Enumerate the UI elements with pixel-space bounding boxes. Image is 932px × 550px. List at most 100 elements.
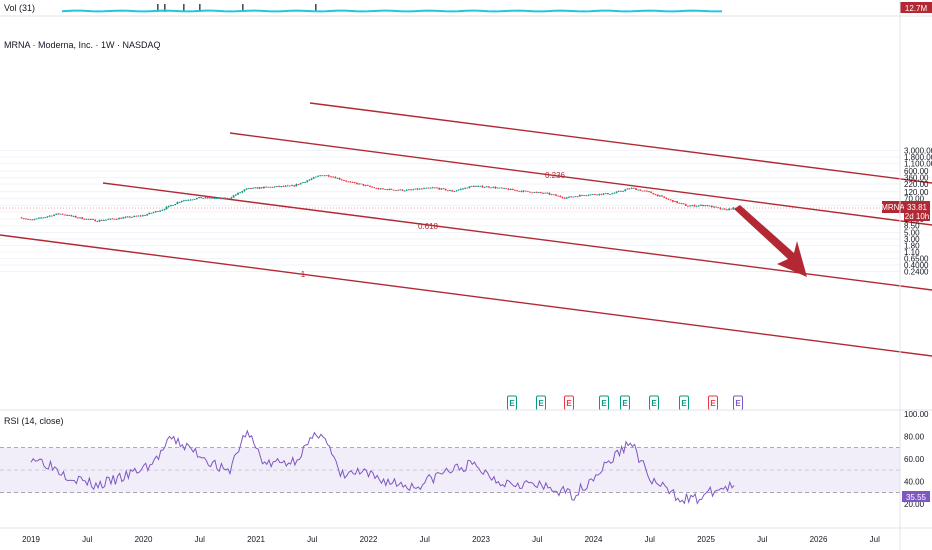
rsi-axis[interactable]: 100.00 80.00 60.00 40.00 20.00 — [904, 410, 929, 509]
candle-body — [172, 205, 174, 206]
candle-body — [102, 220, 105, 221]
candle-body — [483, 187, 486, 188]
candle-body — [115, 219, 118, 220]
candle-body — [213, 198, 216, 200]
fib-channel[interactable] — [0, 102, 932, 357]
candle-body — [665, 197, 668, 199]
candle-body — [643, 190, 646, 192]
candle-body — [33, 219, 36, 220]
candle-body — [407, 189, 410, 191]
candle-body — [726, 209, 728, 211]
candle-body — [310, 178, 313, 180]
candle-body — [717, 207, 720, 209]
candle-body — [204, 197, 207, 199]
candle-body — [221, 197, 224, 199]
candle-body — [22, 218, 25, 220]
candle-body — [526, 190, 529, 192]
candle-body — [343, 180, 345, 181]
candle-body — [278, 186, 280, 187]
candle-body — [392, 189, 395, 191]
time-tick-label: Jul — [195, 535, 205, 544]
candle-body — [429, 187, 432, 189]
candle-body — [113, 218, 116, 220]
candle-body — [533, 192, 536, 193]
candle-body — [59, 213, 62, 215]
candle-body — [178, 201, 181, 203]
candle-body — [144, 215, 146, 217]
candle-body — [416, 188, 419, 190]
candle-body — [20, 217, 23, 219]
candle-body — [89, 219, 92, 220]
candle-body — [559, 195, 562, 197]
price-tick-label: 120.00 — [904, 188, 929, 197]
candle-body — [684, 204, 687, 206]
candle-body — [503, 188, 505, 189]
candle-body — [182, 200, 185, 202]
candle-body — [470, 185, 473, 187]
volume-value: 12.7M — [905, 4, 928, 13]
time-axis[interactable]: 2019 Jul 2020 Jul 2021 Jul 2022 Jul 2023 Jul 2024 J… — [22, 535, 880, 544]
candle-body — [401, 189, 404, 191]
candle-body — [308, 179, 311, 181]
earnings-marker-label: E — [735, 399, 741, 408]
candle-body — [713, 206, 715, 208]
candle-body — [630, 187, 633, 189]
candle-body — [546, 192, 549, 194]
candle-body — [609, 194, 611, 195]
candle-body — [38, 217, 40, 219]
candle-body — [587, 195, 590, 196]
candle-body — [46, 216, 49, 218]
candle-body — [299, 182, 302, 185]
rsi-pane: RSI (14, close) 100.00 80.00 60.00 40.00 20.… — [0, 410, 930, 509]
candle-body — [531, 192, 534, 194]
candle-body — [520, 190, 523, 192]
rsi-title: RSI (14, close) — [4, 416, 64, 426]
candle-body — [332, 176, 335, 178]
time-tick-label: Jul — [307, 535, 317, 544]
candle-body — [371, 186, 374, 188]
time-tick-label: 2020 — [135, 535, 153, 544]
candle-body — [267, 186, 270, 188]
candle-body — [578, 195, 581, 197]
candle-body — [301, 182, 304, 184]
earnings-marker-label: E — [538, 399, 544, 408]
price-tick-label: 3.00 — [904, 235, 920, 244]
candle-body — [680, 202, 683, 204]
candle-body — [425, 187, 428, 189]
candle-body — [353, 182, 356, 183]
candle-body — [602, 193, 605, 195]
candle-body — [92, 219, 94, 220]
candle-body — [107, 219, 110, 221]
candle-body — [200, 197, 203, 199]
candle-body — [250, 188, 252, 189]
candle-body — [436, 187, 438, 189]
price-tag-symbol: MRNA — [881, 203, 905, 212]
fib-channel-line — [0, 234, 932, 357]
forecast-arrow[interactable] — [734, 205, 807, 277]
candle-body — [312, 177, 315, 179]
candle-body — [617, 190, 620, 192]
candle-body — [133, 215, 136, 217]
fib-channel-line — [309, 102, 932, 184]
candle-body — [170, 205, 172, 207]
price-axis[interactable]: 3,000.001,800.001,100.00600.00360.00220.… — [904, 147, 932, 277]
candle-body — [314, 176, 317, 178]
candle-body — [239, 192, 242, 194]
earnings-marker-label: E — [509, 399, 515, 408]
candle-body — [280, 186, 283, 187]
candle-body — [589, 194, 592, 196]
rsi-tick-label: 40.00 — [904, 477, 925, 486]
candle-body — [678, 202, 681, 204]
candle-body — [481, 185, 484, 188]
candle-body — [687, 205, 689, 207]
time-tick-label: 2024 — [585, 535, 603, 544]
candle-body — [126, 216, 129, 218]
candle-body — [730, 208, 733, 210]
candle-body — [63, 214, 66, 216]
candle-body — [94, 219, 97, 222]
candle-body — [284, 185, 287, 187]
candle-body — [96, 221, 99, 223]
candle-body — [581, 195, 583, 196]
